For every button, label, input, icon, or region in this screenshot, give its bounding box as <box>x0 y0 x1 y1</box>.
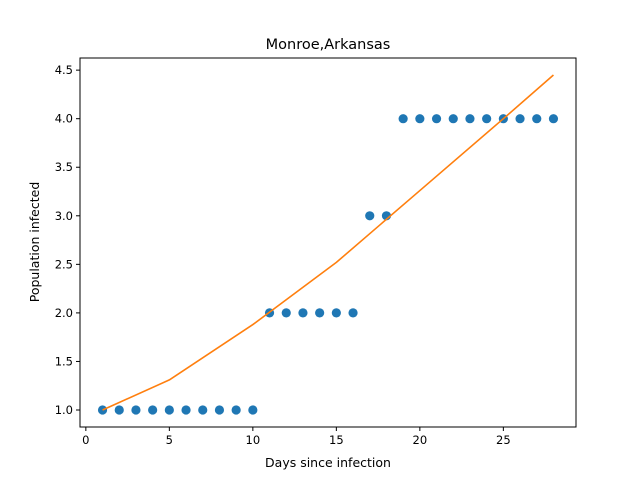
data-point <box>431 114 442 124</box>
data-point <box>532 114 542 124</box>
y-tick-label: 1.0 <box>55 403 73 417</box>
data-point <box>198 405 208 415</box>
plot-area <box>79 57 577 428</box>
x-tick-label: 25 <box>496 433 511 447</box>
data-point <box>398 114 408 124</box>
y-tick-label: 3.0 <box>55 209 73 223</box>
y-tick-label: 4.5 <box>55 63 73 77</box>
data-point <box>465 114 475 124</box>
data-point <box>348 308 358 318</box>
data-point <box>231 405 241 415</box>
x-tick-label: 5 <box>166 433 173 447</box>
data-point <box>515 114 525 124</box>
axes-frame <box>79 57 577 428</box>
data-point <box>315 308 325 318</box>
fit-curve <box>102 74 554 411</box>
data-point <box>298 308 308 318</box>
data-point <box>131 405 141 415</box>
data-point <box>281 308 291 318</box>
x-axis-label: Days since infection <box>265 455 391 470</box>
data-point <box>482 114 492 124</box>
data-point <box>548 114 559 124</box>
y-tick-label: 2.5 <box>55 257 73 271</box>
data-point <box>331 308 341 318</box>
axis-ticks: 0 5 10 15 20 25 1.0 1.5 2.0 2.5 3.0 3.5 4.0 4.5 <box>55 63 511 447</box>
x-tick-label: 20 <box>413 433 428 447</box>
x-tick-label: 15 <box>329 433 344 447</box>
y-axis-label: Population infected <box>27 182 42 303</box>
y-tick-label: 3.5 <box>55 160 73 174</box>
data-point <box>248 405 258 415</box>
data-point <box>214 405 225 415</box>
x-tick-label: 10 <box>246 433 261 447</box>
data-point <box>181 405 191 415</box>
data-point <box>114 405 124 415</box>
y-tick-label: 2.0 <box>55 306 73 320</box>
data-point <box>365 211 375 221</box>
chart-title: Monroe,Arkansas <box>266 37 391 53</box>
y-tick-label: 4.0 <box>55 112 73 126</box>
y-tick-label: 1.5 <box>55 354 73 368</box>
data-point <box>148 405 158 415</box>
data-point <box>415 114 425 124</box>
data-point <box>448 114 458 124</box>
x-tick-label: 0 <box>82 433 89 447</box>
data-point <box>164 405 174 415</box>
